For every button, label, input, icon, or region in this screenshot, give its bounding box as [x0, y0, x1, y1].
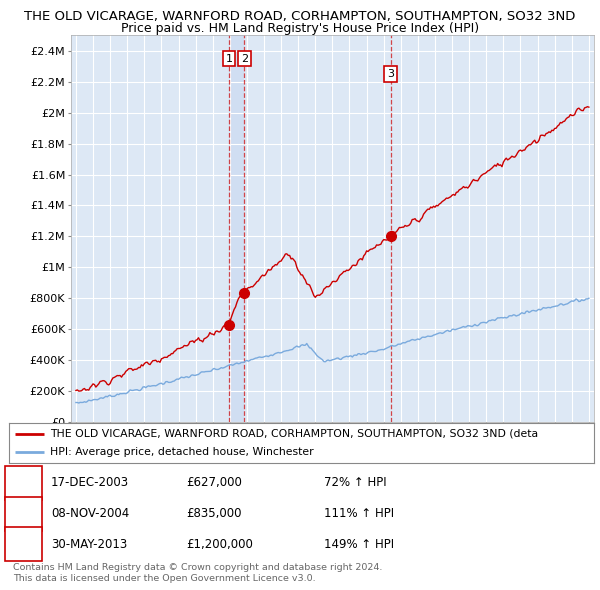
Text: THE OLD VICARAGE, WARNFORD ROAD, CORHAMPTON, SOUTHAMPTON, SO32 3ND: THE OLD VICARAGE, WARNFORD ROAD, CORHAMP…: [25, 10, 575, 23]
Bar: [229, 35, 244, 422]
Text: £627,000: £627,000: [186, 477, 242, 490]
Text: 111% ↑ HPI: 111% ↑ HPI: [324, 507, 394, 520]
Text: 17-DEC-2003: 17-DEC-2003: [51, 477, 129, 490]
Text: £1,200,000: £1,200,000: [186, 538, 253, 551]
Text: 08-NOV-2004: 08-NOV-2004: [51, 507, 129, 520]
Text: 2: 2: [20, 507, 27, 520]
Text: 3: 3: [20, 538, 27, 551]
Text: 3: 3: [387, 69, 394, 79]
Text: Price paid vs. HM Land Registry's House Price Index (HPI): Price paid vs. HM Land Registry's House …: [121, 22, 479, 35]
Text: £835,000: £835,000: [186, 507, 241, 520]
Text: 1: 1: [20, 477, 27, 490]
Text: 149% ↑ HPI: 149% ↑ HPI: [324, 538, 394, 551]
Text: THE OLD VICARAGE, WARNFORD ROAD, CORHAMPTON, SOUTHAMPTON, SO32 3ND (deta: THE OLD VICARAGE, WARNFORD ROAD, CORHAMP…: [50, 429, 538, 439]
Text: 72% ↑ HPI: 72% ↑ HPI: [324, 477, 386, 490]
Text: 2: 2: [241, 54, 248, 64]
Text: Contains HM Land Registry data © Crown copyright and database right 2024.
This d: Contains HM Land Registry data © Crown c…: [13, 563, 383, 583]
Text: HPI: Average price, detached house, Winchester: HPI: Average price, detached house, Winc…: [50, 447, 314, 457]
Text: 1: 1: [226, 54, 233, 64]
Text: 30-MAY-2013: 30-MAY-2013: [51, 538, 127, 551]
